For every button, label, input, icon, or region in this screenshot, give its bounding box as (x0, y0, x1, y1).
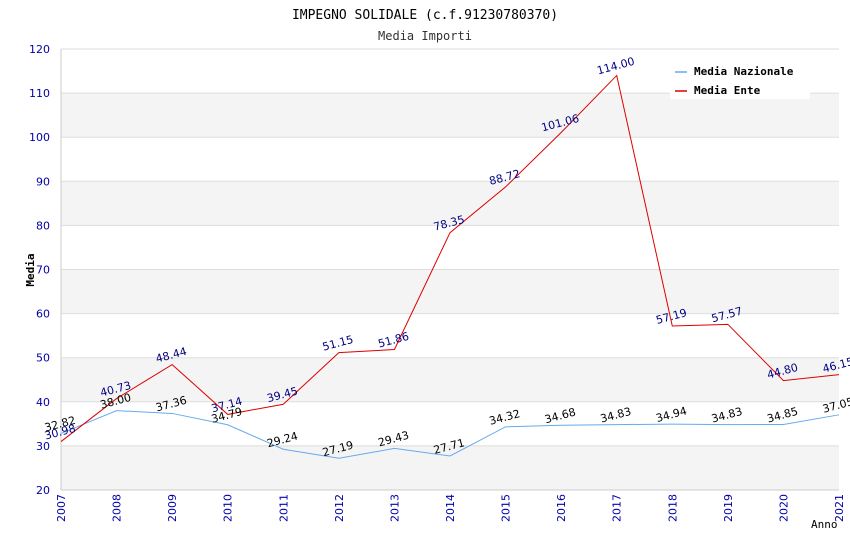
x-tick-label: 2009 (166, 494, 179, 522)
x-tick-label: 2013 (388, 494, 401, 522)
x-tick-label: 2017 (611, 494, 624, 522)
plot-band (61, 357, 839, 402)
x-axis-label: Anno (811, 518, 838, 531)
x-tick-label: 2015 (500, 494, 513, 522)
x-tick-label: 2021 (833, 494, 846, 522)
y-tick-label: 80 (36, 219, 50, 232)
series-lines (60, 74, 840, 459)
y-tick-label: 100 (29, 131, 50, 144)
y-tick-label: 60 (36, 308, 50, 321)
y-tick-labels: 20 30 40 50 60 70 80 90 100 110 120 (29, 43, 50, 497)
x-tick-label: 2008 (111, 494, 124, 522)
x-tick-label: 2011 (277, 494, 290, 522)
y-axis-label: Media (24, 253, 37, 286)
series-line-media-ente (60, 74, 840, 442)
y-tick-label: 50 (36, 352, 50, 365)
chart-subtitle: Media Importi (378, 29, 472, 43)
x-tick-label: 2014 (444, 494, 457, 522)
legend: Media Nazionale Media Ente (670, 60, 810, 99)
plot-band (61, 181, 839, 226)
y-tick-label: 120 (29, 43, 50, 56)
plot-band (61, 445, 839, 490)
x-tick-label: 2018 (666, 494, 679, 522)
y-tick-label: 30 (36, 440, 50, 453)
x-tick-label: 2019 (722, 494, 735, 522)
legend-label-media-nazionale: Media Nazionale (694, 65, 794, 78)
x-tick-label: 2010 (222, 494, 235, 522)
x-tick-label: 2012 (333, 494, 346, 522)
legend-box (670, 60, 810, 99)
series-line-media-nazionale (60, 410, 840, 459)
chart-title: IMPEGNO SOLIDALE (c.f.91230780370) (292, 8, 558, 23)
x-tick-label: 2020 (777, 494, 790, 522)
y-tick-label: 110 (29, 87, 50, 100)
y-tick-label: 70 (36, 264, 50, 277)
legend-label-media-ente: Media Ente (694, 84, 761, 97)
plot-band (61, 137, 839, 182)
y-tick-label: 40 (36, 396, 50, 409)
x-tick-labels: 2007 2008 2009 2010 2011 2012 2013 2014 2015 2016… (55, 494, 846, 522)
axes (60, 49, 839, 491)
plot-band (61, 225, 839, 270)
plot-bands (61, 49, 839, 490)
y-tick-label: 20 (36, 484, 50, 497)
y-tick-label: 90 (36, 175, 50, 188)
x-tick-label: 2007 (55, 494, 68, 522)
plot-band (61, 401, 839, 446)
plot-band (61, 313, 839, 358)
plot-band (61, 269, 839, 314)
x-tick-label: 2016 (555, 494, 568, 522)
plot-band (61, 93, 839, 138)
